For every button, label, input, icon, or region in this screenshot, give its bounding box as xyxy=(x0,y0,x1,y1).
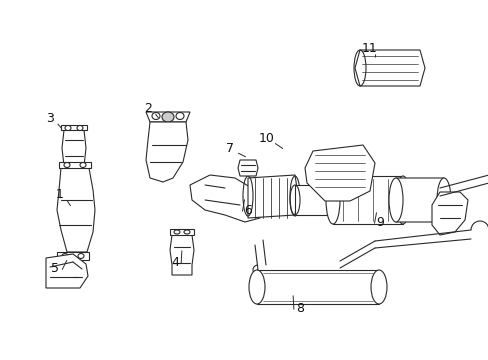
Ellipse shape xyxy=(162,112,174,122)
Polygon shape xyxy=(61,125,87,130)
Polygon shape xyxy=(146,112,190,122)
Text: 10: 10 xyxy=(259,131,274,144)
Ellipse shape xyxy=(183,230,190,234)
Ellipse shape xyxy=(436,178,450,222)
Text: 2: 2 xyxy=(144,102,152,114)
Text: 7: 7 xyxy=(225,141,234,154)
Polygon shape xyxy=(238,160,258,176)
Ellipse shape xyxy=(78,253,84,258)
Ellipse shape xyxy=(77,126,83,130)
Text: 1: 1 xyxy=(56,189,64,202)
Ellipse shape xyxy=(152,112,160,120)
Ellipse shape xyxy=(64,162,70,167)
Polygon shape xyxy=(190,175,264,222)
Polygon shape xyxy=(170,235,194,275)
Polygon shape xyxy=(247,175,297,218)
Polygon shape xyxy=(354,50,424,86)
Ellipse shape xyxy=(174,230,180,234)
Text: 9: 9 xyxy=(375,216,383,229)
Text: 6: 6 xyxy=(244,203,251,216)
Polygon shape xyxy=(257,270,378,304)
Ellipse shape xyxy=(325,176,339,224)
Text: 4: 4 xyxy=(171,256,179,269)
Polygon shape xyxy=(62,130,86,166)
Text: 5: 5 xyxy=(51,261,59,274)
Polygon shape xyxy=(294,185,339,215)
Text: 8: 8 xyxy=(295,302,304,315)
Polygon shape xyxy=(146,122,187,182)
Polygon shape xyxy=(59,162,91,168)
Ellipse shape xyxy=(248,270,264,304)
Ellipse shape xyxy=(395,176,409,224)
Text: 3: 3 xyxy=(46,112,54,125)
Polygon shape xyxy=(46,254,88,288)
Text: 11: 11 xyxy=(362,41,377,54)
Polygon shape xyxy=(57,168,95,252)
Ellipse shape xyxy=(370,270,386,304)
Polygon shape xyxy=(332,176,402,224)
Polygon shape xyxy=(170,229,194,235)
Ellipse shape xyxy=(176,112,183,120)
Polygon shape xyxy=(431,192,467,235)
Polygon shape xyxy=(57,252,89,260)
Polygon shape xyxy=(305,145,374,201)
Ellipse shape xyxy=(388,178,402,222)
Ellipse shape xyxy=(62,253,68,258)
Ellipse shape xyxy=(80,162,86,167)
Polygon shape xyxy=(390,178,448,222)
Ellipse shape xyxy=(65,126,71,130)
